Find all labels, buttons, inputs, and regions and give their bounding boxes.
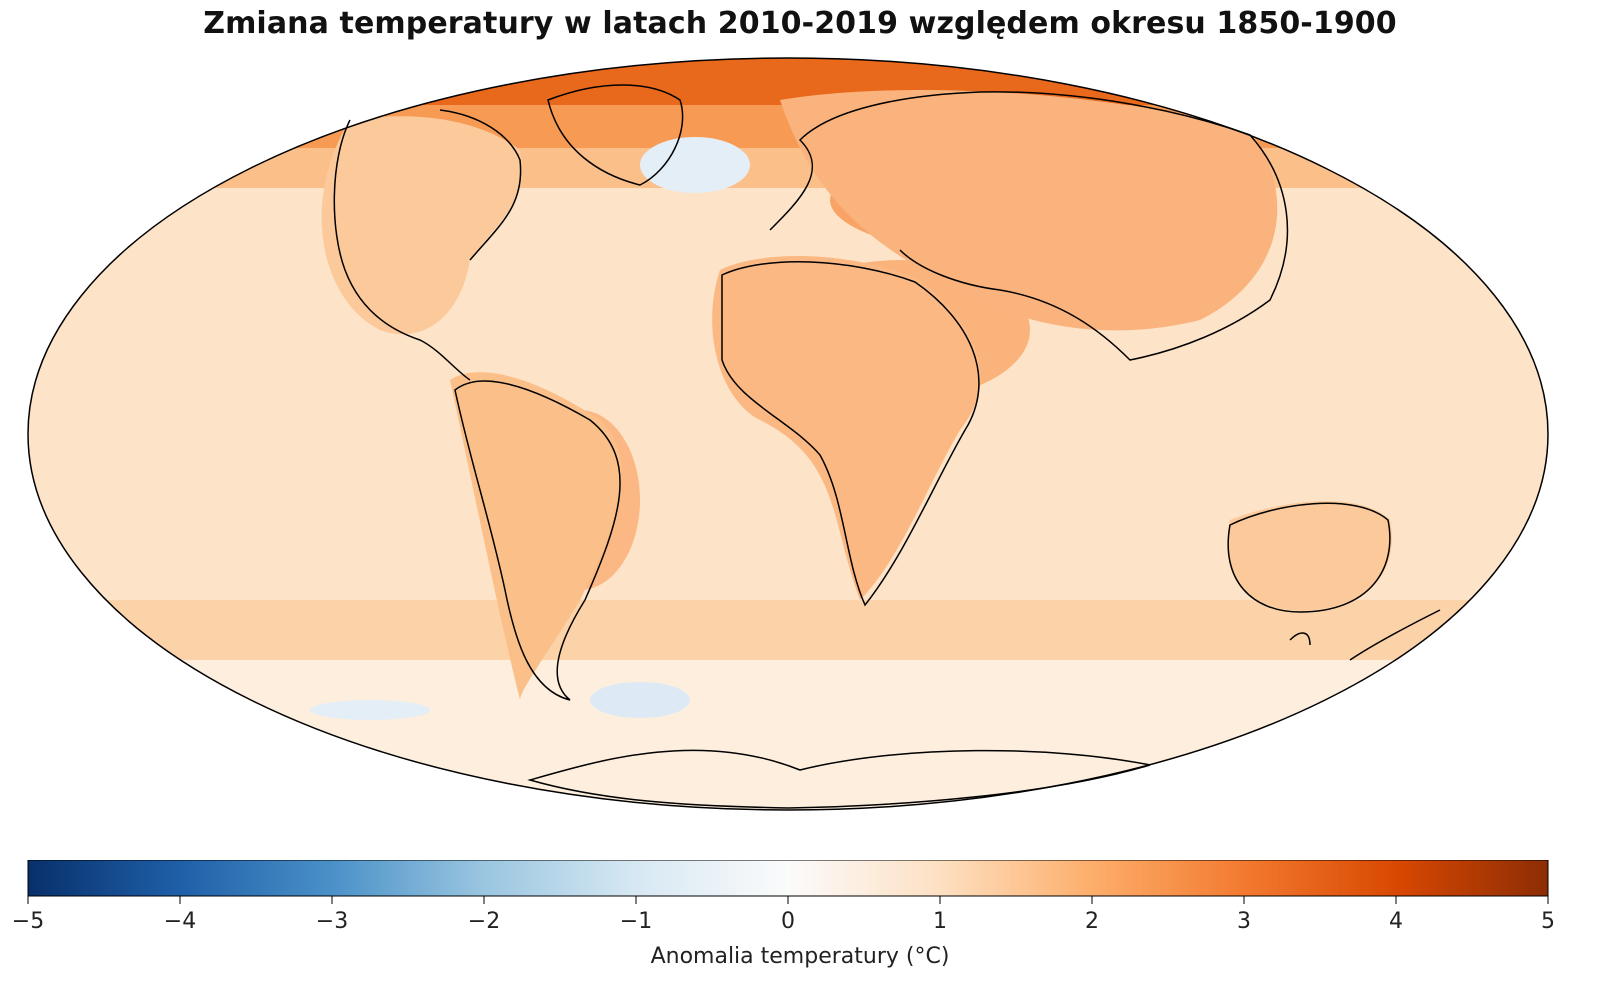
north-america-land	[321, 116, 522, 335]
colorbar-label: Anomalia temperatury (°C)	[650, 944, 950, 969]
map-outline	[27, 57, 1549, 811]
colorbar-ticks: −5 −4 −3 −2 −1 0 1 2 3 4 5	[12, 896, 1555, 934]
colorbar-tick-label: 3	[1237, 909, 1251, 934]
south-atlantic-cooling	[590, 682, 690, 718]
map-title: Zmiana temperatury w latach 2010-2019 wz…	[203, 6, 1397, 41]
colorbar-graphic: −5 −4 −3 −2 −1 0 1 2 3 4 5	[12, 859, 1555, 934]
africa-land	[712, 256, 981, 600]
colorbar-tick-label: 2	[1085, 909, 1099, 934]
map-panel	[27, 57, 1549, 811]
australia-land	[1228, 501, 1392, 610]
south-pacific-cooling	[310, 700, 430, 720]
colorbar-tick-label: −5	[12, 909, 44, 934]
southern-mid-latitude-warming	[28, 600, 1548, 660]
colorbar-tick-label: −4	[164, 909, 196, 934]
eurasia-coastline	[769, 91, 1289, 361]
australia-coastline	[1227, 502, 1391, 613]
colorbar-gradient	[27, 859, 1549, 897]
mid-latitude-warming	[28, 148, 1548, 188]
colorbar-tick-label: 4	[1389, 909, 1403, 934]
south-america-coastline	[454, 380, 621, 701]
colorbar-tick-label: 0	[781, 909, 795, 934]
eurasia-land	[780, 90, 1278, 331]
colorbar-tick-label: −1	[620, 909, 652, 934]
north-atlantic-cooling	[640, 137, 750, 193]
colorbar-tick-label: 1	[933, 909, 947, 934]
north-america-coastline	[333, 109, 522, 381]
southern-ocean-field	[28, 660, 1548, 810]
world-map	[27, 57, 1549, 811]
africa-coastline	[721, 261, 980, 607]
colorbar-tick-label: −2	[468, 909, 500, 934]
colorbar-tick-label: 5	[1541, 909, 1555, 934]
colorbar: −5 −4 −3 −2 −1 0 1 2 3 4 5	[0, 859, 1600, 990]
south-america-land	[450, 372, 622, 700]
new-zealand-coastline	[1289, 609, 1441, 661]
colorbar-tick-label: −3	[316, 909, 348, 934]
anomaly-field	[28, 58, 1548, 810]
greenland-coastline	[547, 84, 684, 186]
